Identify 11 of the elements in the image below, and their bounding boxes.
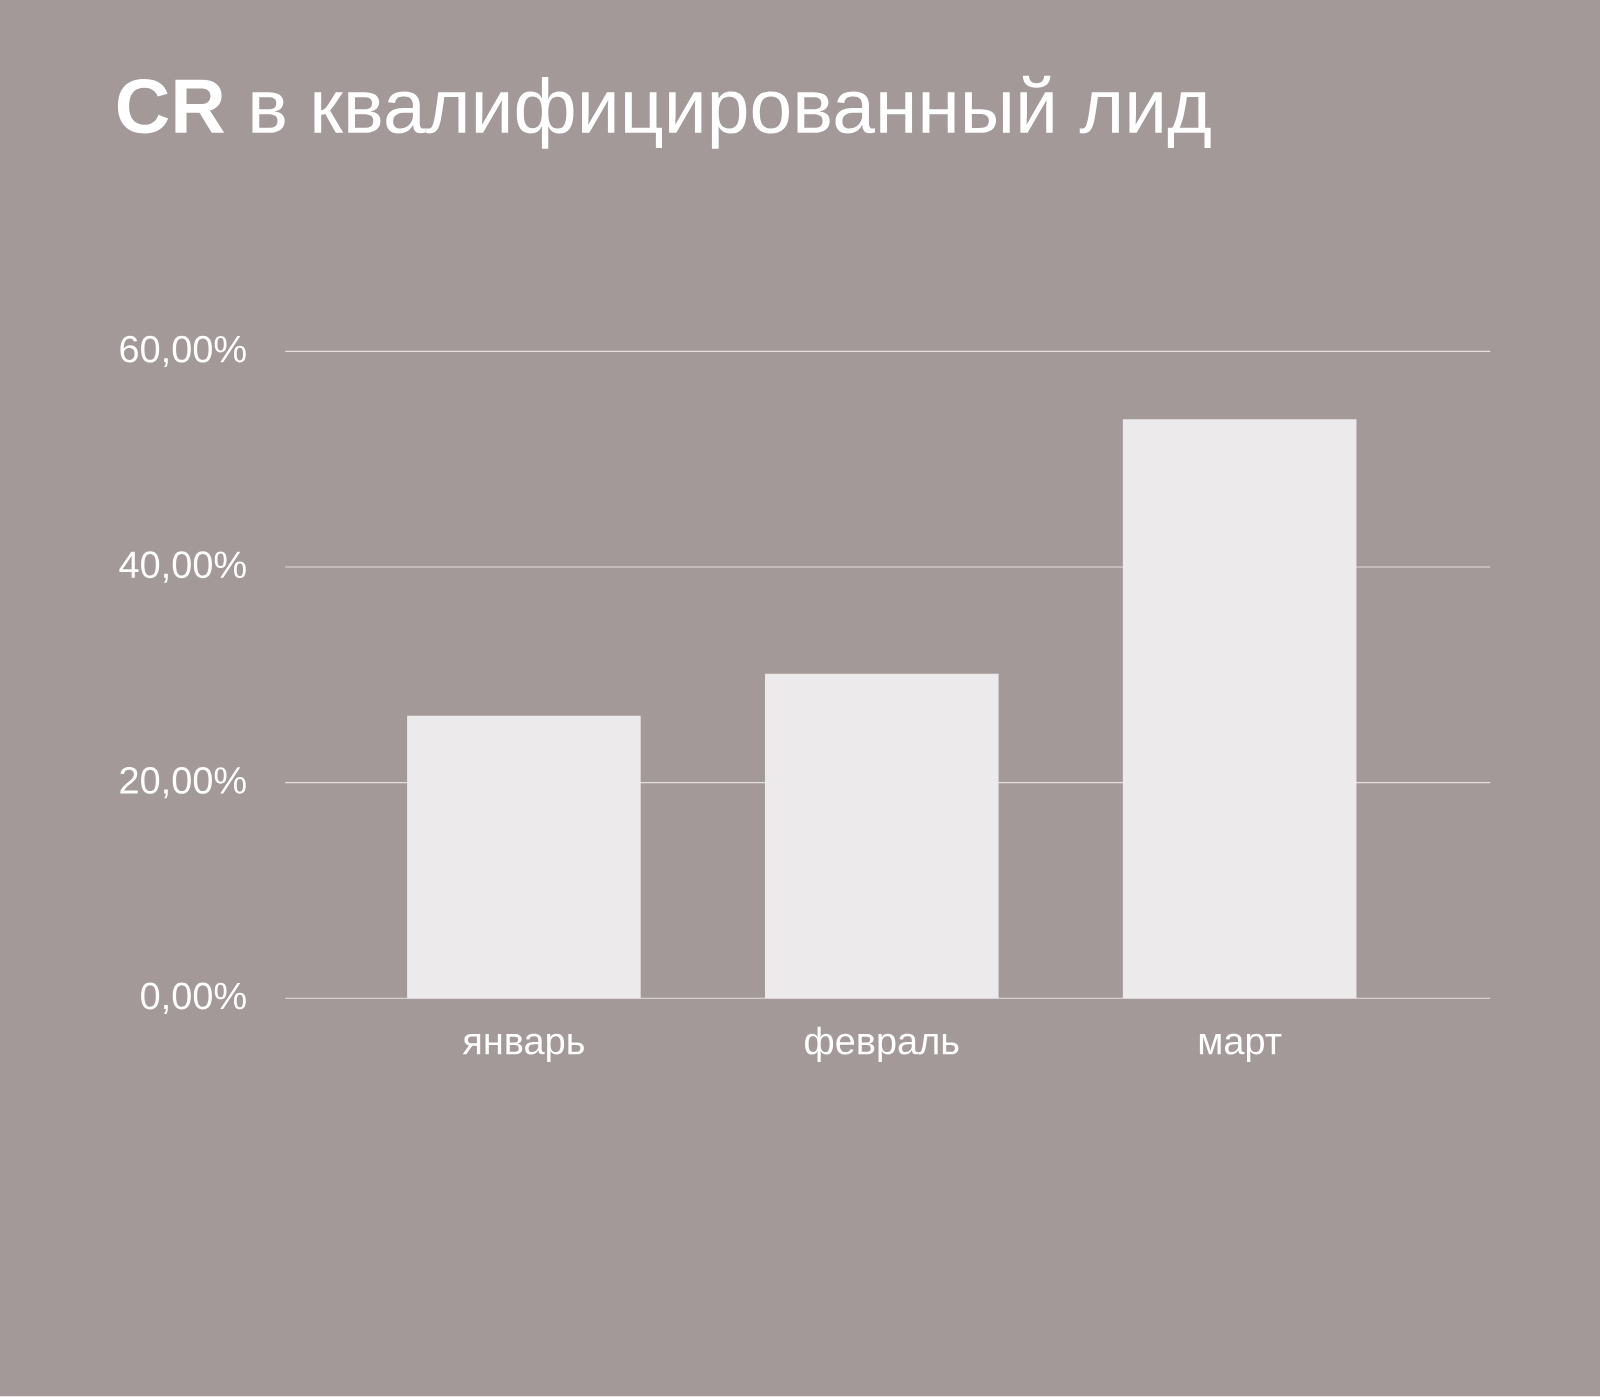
x-tick-label: январь xyxy=(462,1033,584,1063)
bar xyxy=(407,716,641,999)
chart-title: CR в квалифицированный лид xyxy=(117,75,1211,149)
bar xyxy=(764,673,999,999)
y-tick-label: 20,00% xyxy=(120,767,246,799)
x-tick-label: февраль xyxy=(805,1026,959,1063)
x-tick-label: март xyxy=(1199,1033,1282,1063)
y-tick-label: 60,00% xyxy=(120,335,246,368)
bar xyxy=(1122,419,1357,999)
y-tick-label: 40,00% xyxy=(119,551,246,583)
y-tick-label: 0,00% xyxy=(141,982,246,1015)
